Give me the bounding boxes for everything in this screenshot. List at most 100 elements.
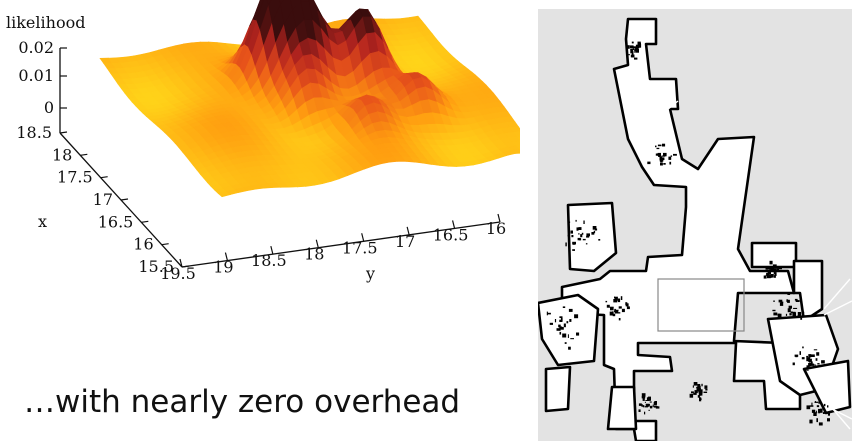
x-tick-mark bbox=[59, 131, 68, 134]
map-free-space bbox=[655, 100, 852, 430]
map-clutter-mark bbox=[656, 147, 660, 150]
map-clutter-mark bbox=[818, 409, 820, 412]
map-clutter-mark bbox=[768, 266, 773, 270]
map-clutter-mark bbox=[579, 238, 582, 241]
map-clutter-mark bbox=[792, 312, 796, 316]
map-clutter-mark bbox=[586, 233, 590, 237]
map-clutter-mark bbox=[810, 361, 813, 365]
map-clutter-mark bbox=[635, 44, 640, 49]
map-clutter-mark bbox=[815, 410, 817, 413]
map-clutter-mark bbox=[618, 306, 622, 309]
map-clutter-mark bbox=[559, 316, 563, 318]
map-clutter-mark bbox=[696, 386, 700, 389]
map-clutter-mark bbox=[772, 268, 777, 271]
surface-cell bbox=[516, 136, 520, 141]
y-tick-label: 19 bbox=[213, 258, 233, 277]
x-tick-label: 15.5 bbox=[138, 257, 174, 276]
y-tick-mark bbox=[497, 213, 501, 223]
map-clutter-mark bbox=[559, 319, 563, 322]
map-clutter-mark bbox=[809, 419, 813, 424]
map-clutter-mark bbox=[787, 299, 790, 303]
map-clutter-mark bbox=[699, 397, 702, 402]
map-clutter-mark bbox=[609, 311, 614, 316]
x-tick-label: 18.5 bbox=[16, 123, 52, 142]
map-clutter-mark bbox=[605, 300, 608, 303]
y-ticks: 19.5 19 18.5 18 17.5 17 16.5 16 bbox=[160, 213, 506, 283]
y-tick-label: 17.5 bbox=[342, 238, 378, 257]
map-clutter-mark bbox=[585, 243, 588, 245]
map-clutter-mark bbox=[790, 311, 793, 314]
map-clutter-mark bbox=[570, 338, 574, 340]
map-clutter-mark bbox=[813, 349, 818, 351]
map-clutter-mark bbox=[818, 401, 820, 404]
map-clutter-mark bbox=[568, 308, 573, 312]
y-tick-label: 16.5 bbox=[433, 225, 469, 244]
map-clutter-mark bbox=[635, 47, 639, 51]
x-tick-mark bbox=[141, 220, 149, 223]
y-tick-label: 18 bbox=[304, 245, 324, 264]
map-clutter-mark bbox=[616, 310, 619, 313]
map-clutter-mark bbox=[657, 144, 662, 147]
z-axis-label: likelihood bbox=[6, 13, 85, 32]
x-ticks: 18.518 17.517 16.5 16 15.5 bbox=[16, 123, 190, 276]
map-clutter-mark bbox=[576, 332, 580, 336]
map-clutter-mark bbox=[806, 369, 809, 371]
map-clutter-mark bbox=[655, 145, 657, 148]
map-clutter-mark bbox=[801, 357, 805, 360]
map-clutter-mark bbox=[632, 48, 635, 50]
map-clutter-mark bbox=[578, 227, 582, 230]
map-clutter-mark bbox=[820, 408, 823, 412]
map-clutter-mark bbox=[563, 323, 566, 328]
map-clutter-mark bbox=[570, 230, 573, 234]
surface-cell bbox=[252, 0, 264, 21]
map-clutter-mark bbox=[807, 357, 809, 360]
map-clutter-mark bbox=[576, 227, 579, 231]
map-clutter-mark bbox=[591, 232, 595, 235]
map-clutter-mark bbox=[621, 308, 625, 313]
map-clutter-mark bbox=[554, 319, 557, 323]
map-region bbox=[566, 201, 618, 273]
map-clutter-mark bbox=[818, 422, 823, 426]
map-clutter-mark bbox=[692, 385, 694, 388]
z-tick-label: 0.01 bbox=[18, 66, 54, 85]
map-clutter-mark bbox=[549, 322, 553, 325]
map-clutter-mark bbox=[787, 292, 791, 295]
x-tick-mark bbox=[100, 176, 108, 179]
map-clutter-mark bbox=[641, 396, 646, 399]
map-clutter-mark bbox=[567, 334, 569, 338]
map-clutter-mark bbox=[808, 362, 812, 367]
map-clutter-mark bbox=[633, 46, 637, 49]
map-clutter-mark bbox=[705, 389, 708, 391]
map-clutter-mark bbox=[789, 313, 792, 316]
map-region bbox=[538, 293, 600, 367]
map-clutter-mark bbox=[626, 45, 630, 49]
map-clutter-mark bbox=[794, 298, 798, 301]
surface-cell bbox=[513, 131, 520, 138]
map-clutter-mark bbox=[827, 418, 830, 422]
map-clutter-mark bbox=[815, 365, 819, 367]
map-clutter-mark bbox=[779, 302, 784, 306]
surface-cell bbox=[510, 149, 520, 154]
map-clutter-mark bbox=[817, 363, 820, 365]
map-clutter-mark bbox=[610, 307, 614, 311]
map-clutter-mark bbox=[788, 305, 792, 309]
map-clutter-mark bbox=[815, 358, 818, 361]
map-clutter-mark bbox=[574, 314, 579, 319]
map-clutter-mark bbox=[649, 398, 651, 401]
map-clutter-mark bbox=[653, 406, 658, 408]
map-region bbox=[560, 17, 802, 441]
map-clutter-mark bbox=[647, 161, 651, 165]
map-clutter-mark bbox=[641, 393, 646, 397]
map-clutter-mark bbox=[646, 397, 651, 401]
map-clutter-mark bbox=[697, 388, 701, 392]
surface-cell bbox=[515, 145, 520, 151]
map-clutter-mark bbox=[613, 299, 618, 303]
map-clutter-mark bbox=[564, 342, 567, 344]
map-clutter-mark bbox=[703, 391, 708, 393]
map-clutter-mark bbox=[612, 313, 616, 317]
map-clutter-mark bbox=[642, 405, 645, 408]
map-clutter-mark bbox=[569, 319, 572, 322]
surface-cell bbox=[511, 141, 520, 147]
map-clutter-mark bbox=[694, 390, 698, 394]
map-clutter-mark bbox=[816, 352, 820, 356]
